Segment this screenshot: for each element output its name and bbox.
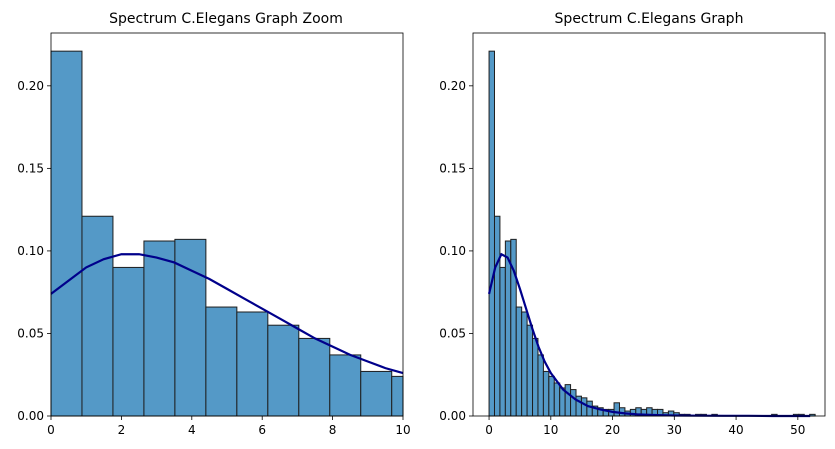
histogram-bar [50,50,83,417]
histogram-bar [586,400,593,417]
y-tick-label: 0.15 [439,161,466,175]
histogram-bar [553,382,561,417]
chart-title: Spectrum C.Elegans Graph [555,11,744,27]
x-tick-label: 10 [395,423,410,437]
y-tick-label: 0.20 [439,79,466,93]
histogram-bar [298,337,331,417]
x-tick-label: 30 [667,423,682,437]
histogram-bar [564,384,572,417]
x-tick-label: 4 [188,423,196,437]
histogram-bar [559,387,566,417]
histogram-bar [548,375,555,417]
x-axis-ticks: 0 2 4 6 8 10 [47,416,411,437]
x-tick-label: 50 [790,423,805,437]
chart-title: Spectrum C.Elegans Graph Zoom [109,11,343,27]
y-tick-label: 0.20 [17,79,44,93]
x-tick-label: 0 [485,423,493,437]
histogram-bar [532,337,539,417]
histogram-bar [526,324,534,417]
axes-frame [472,32,826,417]
y-tick-label: 0.15 [17,161,44,175]
x-tick-label: 20 [605,423,620,437]
histogram-bar [143,240,176,417]
y-tick-label: 0.00 [17,409,44,423]
full-histogram-panel: Spectrum C.Elegans Graph 0 10 20 30 40 50 0.0… [439,11,826,437]
x-tick-label: 0 [47,423,55,437]
histogram-bar [81,215,114,417]
histogram-bars [488,50,816,417]
histogram-bar [542,370,550,417]
y-tick-label: 0.05 [439,326,466,340]
histogram-bar [267,324,300,417]
y-axis-ticks: 0.00 0.05 0.10 0.15 0.20 [17,79,51,423]
density-curve [50,253,404,375]
axes-frame [50,32,404,417]
histogram-bar [537,354,544,417]
x-tick-label: 10 [543,423,558,437]
histogram-bar [329,354,362,417]
histogram-bar [613,402,620,417]
histogram-bar [360,370,393,417]
x-tick-label: 40 [728,423,743,437]
histogram-bar [112,266,145,417]
histogram-bar [570,389,577,417]
y-axis-ticks: 0.00 0.05 0.10 0.15 0.20 [439,79,473,423]
y-tick-label: 0.00 [439,409,466,423]
histogram-bar [504,240,512,417]
histogram-bar [391,375,404,417]
zoom-histogram-panel: Spectrum C.Elegans Graph Zoom 0 2 4 6 8 10 0.… [17,11,410,437]
histogram-bar [515,306,523,417]
x-axis-ticks: 0 10 20 30 40 50 [485,416,805,437]
histogram-bar [493,215,501,417]
histogram-bars [50,50,404,417]
y-tick-label: 0.10 [17,244,44,258]
x-tick-label: 8 [329,423,337,437]
y-tick-label: 0.10 [439,244,466,258]
y-tick-label: 0.05 [17,326,44,340]
histogram-bar [499,266,506,417]
x-tick-label: 2 [118,423,126,437]
histogram-bar [236,311,269,417]
histogram-bar [488,50,495,417]
histogram-bar [205,306,238,417]
histogram-bar [521,311,528,417]
histogram-bar [580,397,588,417]
x-tick-label: 6 [258,423,266,437]
